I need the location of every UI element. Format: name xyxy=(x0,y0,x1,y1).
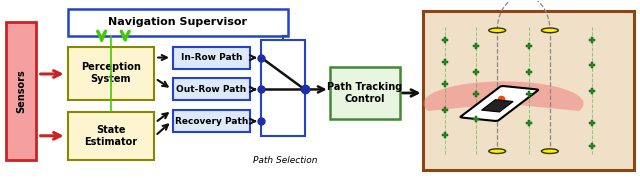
Circle shape xyxy=(541,149,558,153)
Wedge shape xyxy=(424,81,584,111)
Text: State
Estimator: State Estimator xyxy=(84,125,138,147)
FancyBboxPatch shape xyxy=(261,40,305,136)
FancyBboxPatch shape xyxy=(173,78,250,100)
FancyBboxPatch shape xyxy=(481,100,513,112)
Text: Perception
System: Perception System xyxy=(81,62,141,84)
FancyBboxPatch shape xyxy=(173,47,250,69)
Text: Sensors: Sensors xyxy=(16,69,26,113)
Circle shape xyxy=(489,28,506,33)
FancyBboxPatch shape xyxy=(68,47,154,100)
FancyBboxPatch shape xyxy=(424,11,634,170)
Circle shape xyxy=(489,149,506,153)
Text: Out-Row Path: Out-Row Path xyxy=(176,85,246,94)
FancyBboxPatch shape xyxy=(330,67,400,119)
Text: Recovery Path: Recovery Path xyxy=(175,117,248,126)
Text: Path Tracking
Control: Path Tracking Control xyxy=(327,82,403,104)
FancyBboxPatch shape xyxy=(461,86,538,121)
Text: In-Row Path: In-Row Path xyxy=(180,53,242,62)
FancyBboxPatch shape xyxy=(68,112,154,160)
Text: Path Selection: Path Selection xyxy=(253,156,317,165)
Circle shape xyxy=(541,28,558,33)
Text: Navigation Supervisor: Navigation Supervisor xyxy=(108,17,248,27)
FancyBboxPatch shape xyxy=(173,110,250,132)
FancyBboxPatch shape xyxy=(6,22,36,160)
FancyBboxPatch shape xyxy=(68,9,288,36)
